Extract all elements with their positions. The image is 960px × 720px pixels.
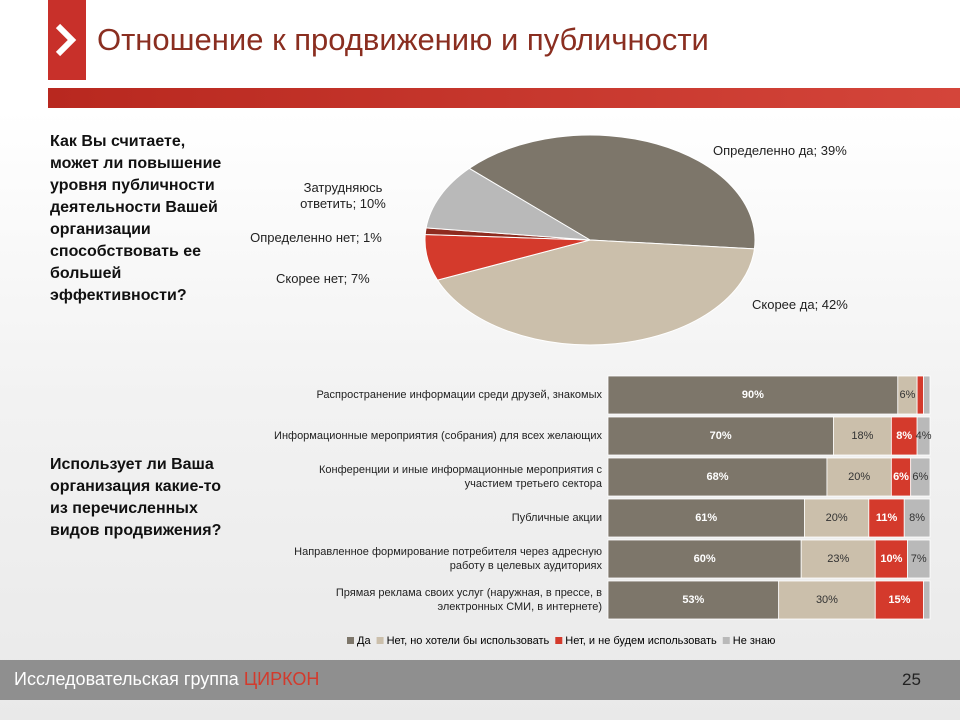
slide-title: Отношение к продвижению и публичности	[97, 22, 709, 57]
legend-label: Нет, и не будем использовать	[565, 635, 717, 647]
bar-segment	[903, 498, 931, 538]
bar-segment	[778, 580, 876, 620]
value-label: 60%	[694, 553, 716, 565]
category-label: Публичные акции	[511, 512, 602, 524]
legend-swatch	[376, 637, 384, 644]
pie-label: Скорее да; 42%	[752, 297, 848, 312]
bar-segment	[916, 416, 931, 456]
legend-swatch	[347, 637, 354, 644]
category-label: Распространение информации среди друзей,…	[316, 389, 602, 401]
value-label: 20%	[848, 471, 870, 483]
value-label: 15%	[888, 594, 910, 606]
question: Как Вы считаете, может ли повышение уров…	[50, 133, 222, 304]
bar-segment	[607, 416, 834, 456]
value-label: 6%	[893, 471, 909, 483]
legend-label: Не знаю	[733, 635, 776, 647]
value-label: 53%	[682, 594, 704, 606]
legend-swatch	[555, 637, 563, 644]
value-label: 61%	[695, 512, 717, 524]
value-label: 68%	[706, 471, 728, 483]
category-label: Прямая реклама своих услуг (наружная, в …	[335, 587, 602, 613]
value-label: 6%	[900, 389, 916, 401]
value-label: 8%	[896, 430, 912, 442]
organization: Исследовательская группа	[14, 669, 239, 689]
category-label: Информационные мероприятия (собрания) дл…	[274, 430, 602, 442]
charts: 90% 6%70% 18% 8% 4%68% 20% 6% 6%61% 20% 11% 8%60% 2…	[347, 134, 932, 647]
value-label: 8%	[909, 512, 925, 524]
value-label: 18%	[851, 430, 873, 442]
value-label: 6%	[912, 471, 928, 483]
bar-segment	[607, 375, 899, 415]
legend-label: Нет, но хотели бы использовать	[387, 635, 550, 647]
pie-label: Определенно нет; 1%	[250, 230, 382, 245]
pie-slice	[436, 239, 755, 346]
bar-segment	[826, 457, 892, 497]
bar-segment	[890, 416, 918, 456]
value-label: 7%	[911, 553, 927, 565]
bar-segment	[607, 498, 805, 538]
bar-segment	[923, 375, 931, 415]
brand: ЦИРКОН	[243, 669, 320, 689]
value-label: 11%	[876, 512, 898, 524]
pie-label: Определенно да; 39%	[713, 143, 847, 158]
footer-text: Исследовательская группа ЦИРКОН	[14, 669, 319, 690]
bar-segment	[607, 457, 828, 497]
pie-slice	[468, 134, 756, 250]
legend-swatch	[722, 637, 730, 644]
question: Использует ли Ваша организация какие-то …	[50, 456, 222, 539]
bar-segment	[923, 580, 931, 620]
bar-segment	[907, 539, 931, 579]
page-number: 25	[902, 670, 921, 689]
bar-segment	[800, 539, 876, 579]
value-label: 90%	[742, 389, 764, 401]
value-label: 23%	[827, 553, 849, 565]
pie-label: Скорее нет; 7%	[276, 271, 370, 286]
bar-segment	[868, 498, 905, 538]
bar-segment	[607, 539, 802, 579]
value-label: 4%	[916, 430, 932, 442]
pie-label: Затрудняюсь ответить; 10%	[300, 180, 386, 211]
bar-segment	[910, 457, 931, 497]
legend-label: Да	[357, 635, 371, 647]
chevron	[55, 23, 77, 57]
value-label: 30%	[816, 594, 838, 606]
footer-bar: Исследовательская группа ЦИРКОН 25	[0, 660, 960, 700]
pie-slice	[425, 167, 591, 241]
category-label: Конференции и иные информационные меропр…	[319, 464, 602, 490]
bar-segment	[804, 498, 870, 538]
brand-tab	[48, 0, 86, 80]
category-label: Направленное формирование потребителя че…	[294, 546, 602, 572]
header-bar	[48, 88, 960, 108]
value-label: 10%	[880, 553, 902, 565]
bar-segment	[874, 580, 924, 620]
bar-segment	[833, 416, 892, 456]
value-label: 70%	[710, 430, 732, 442]
bar-segment	[916, 375, 924, 415]
value-label: 20%	[826, 512, 848, 524]
